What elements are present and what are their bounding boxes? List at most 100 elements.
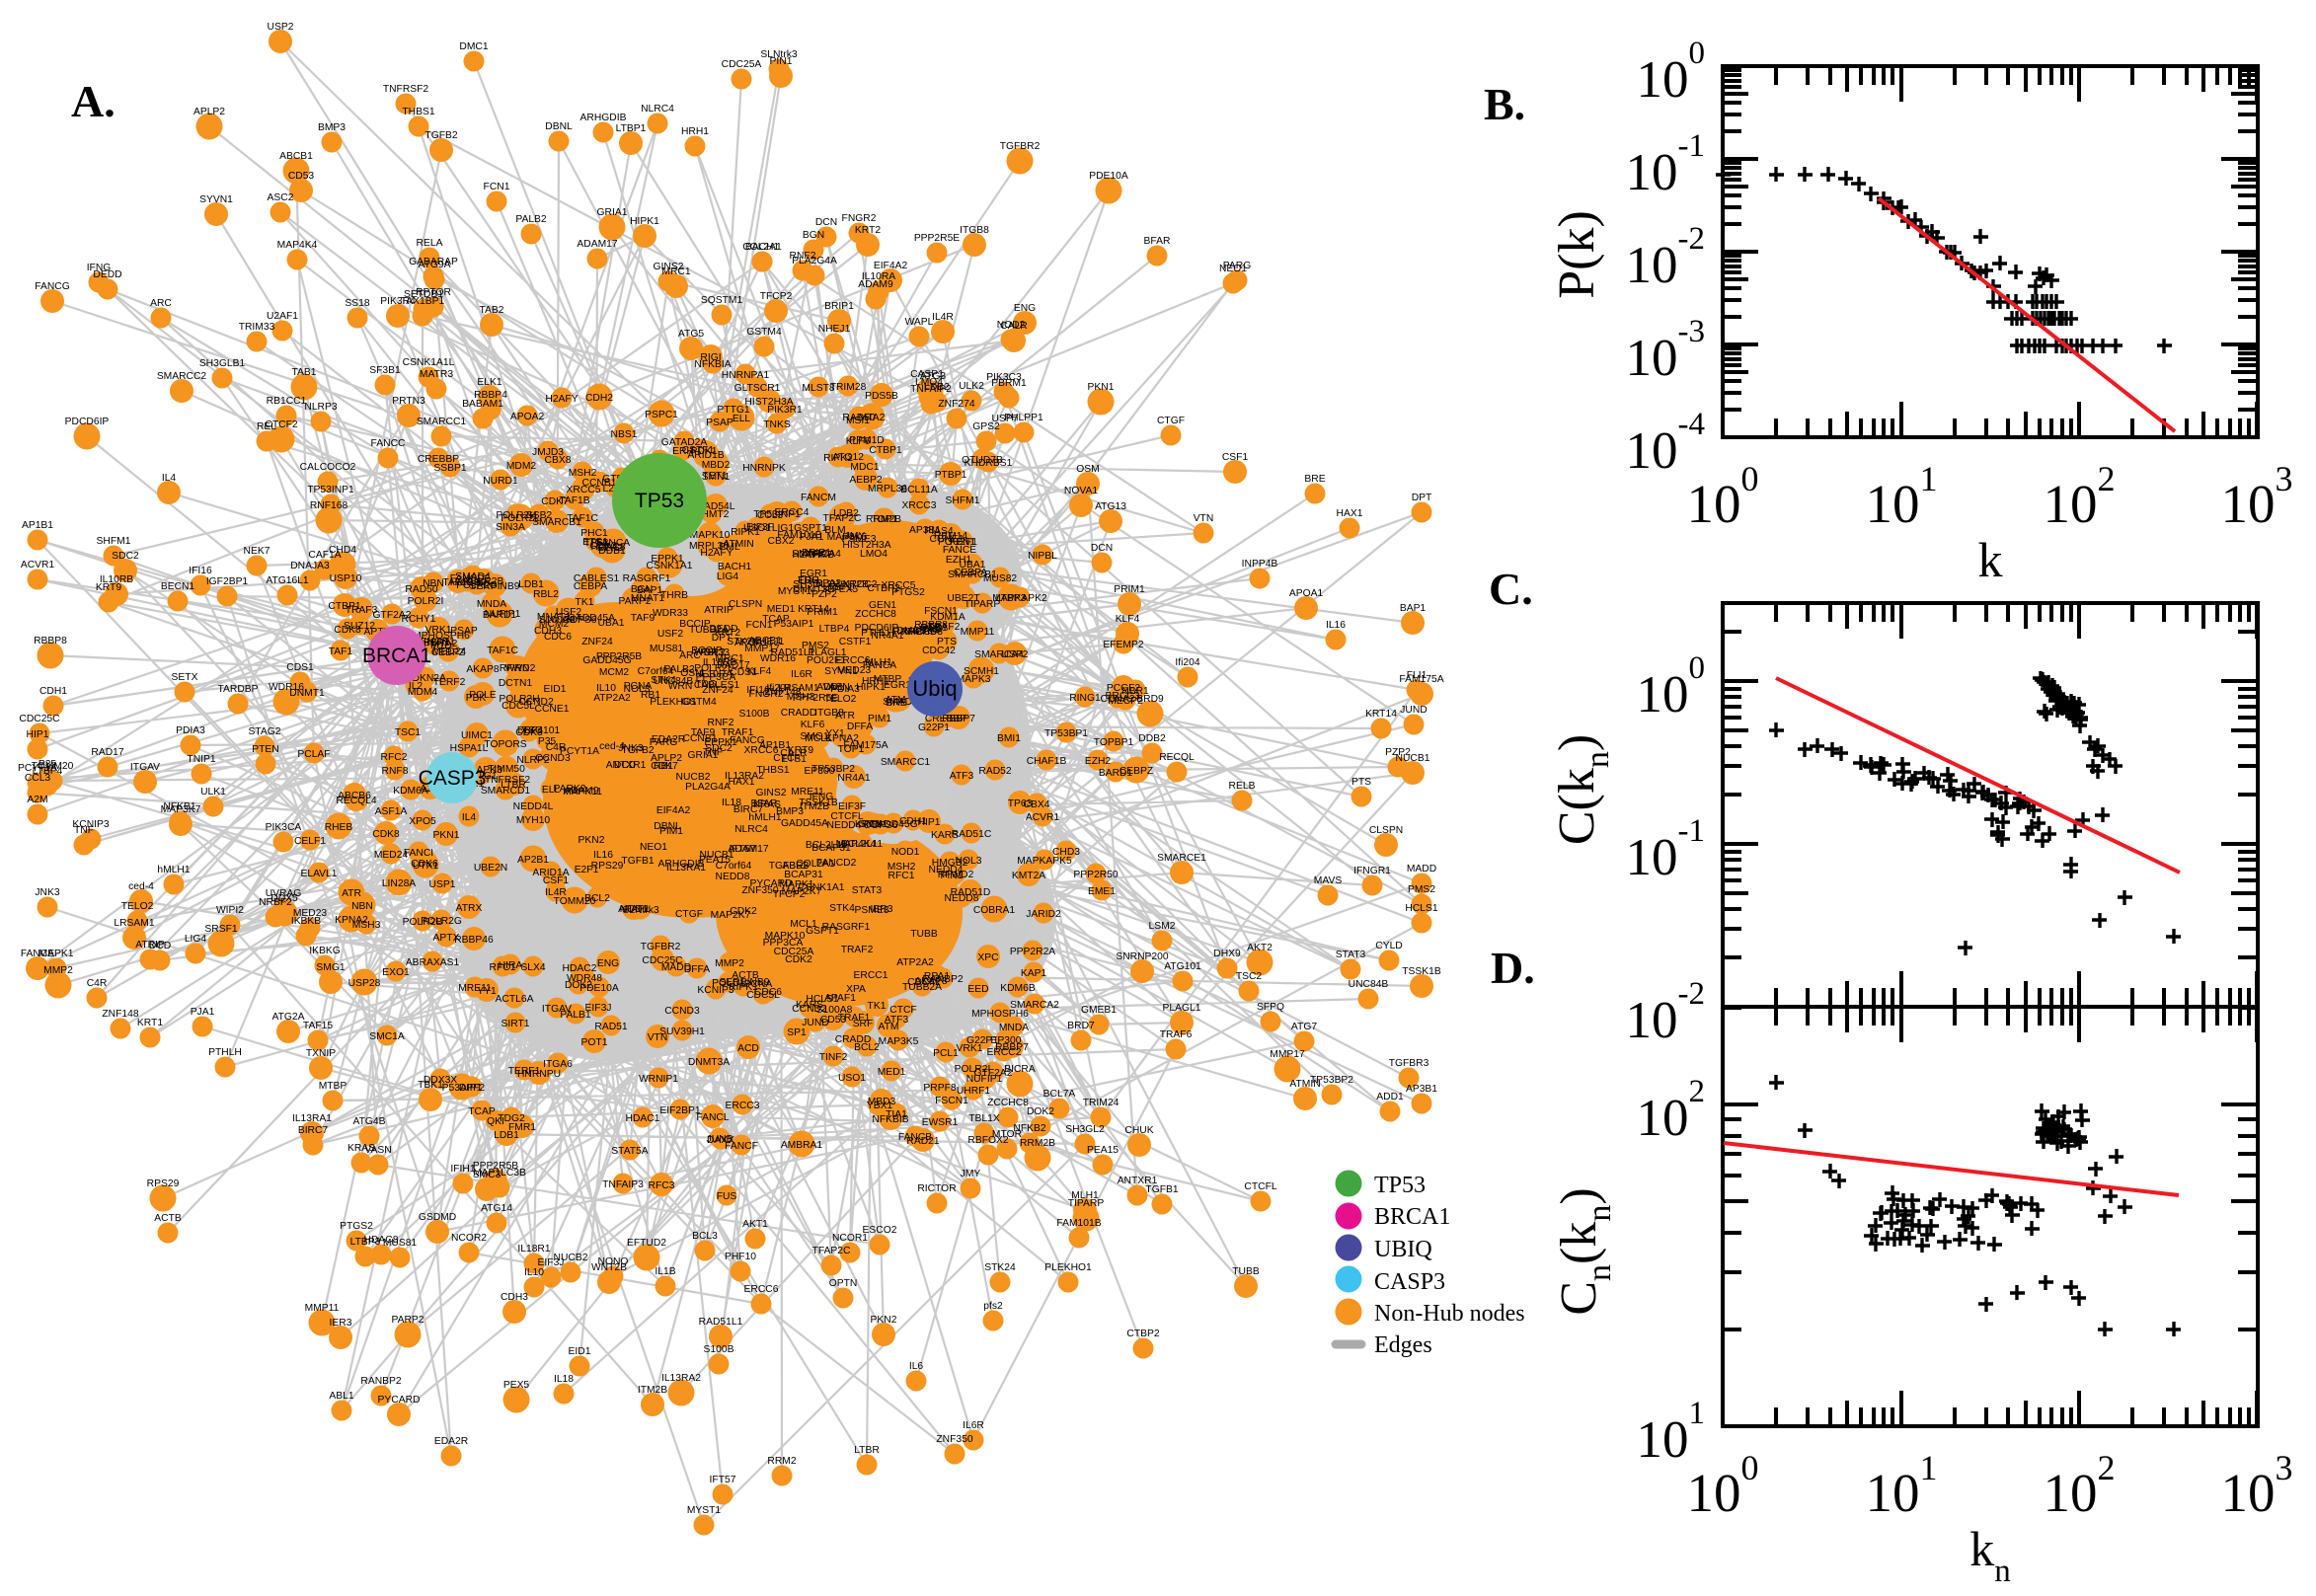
svg-text:ATM: ATM xyxy=(886,695,906,706)
svg-text:UBE2T: UBE2T xyxy=(947,593,980,604)
svg-text:FAM101B: FAM101B xyxy=(777,530,821,541)
svg-text:ERCC6: ERCC6 xyxy=(744,1284,779,1295)
svg-text:VASN: VASN xyxy=(822,682,849,693)
svg-text:PPP2R5E: PPP2R5E xyxy=(793,693,838,704)
svg-text:TINF2: TINF2 xyxy=(819,1052,848,1063)
svg-text:FAM175A: FAM175A xyxy=(1399,674,1443,685)
svg-text:NHEJ1: NHEJ1 xyxy=(752,637,785,647)
svg-text:TUBB2A: TUBB2A xyxy=(689,625,729,636)
svg-text:AEBP2: AEBP2 xyxy=(849,475,882,486)
svg-text:TRAF1: TRAF1 xyxy=(838,1013,871,1024)
svg-text:STAT5A: STAT5A xyxy=(611,1146,649,1157)
svg-text:POLR2H: POLR2H xyxy=(499,694,539,705)
svg-text:ETS1: ETS1 xyxy=(781,754,807,765)
svg-text:TOMM20: TOMM20 xyxy=(32,761,74,772)
svg-text:UHRF1: UHRF1 xyxy=(957,1086,991,1097)
svg-text:MAP3K5: MAP3K5 xyxy=(879,1036,919,1047)
svg-text:CTBP1: CTBP1 xyxy=(328,601,360,612)
svg-text:THRB: THRB xyxy=(807,550,834,561)
svg-text:EED: EED xyxy=(967,984,988,995)
svg-text:PEX5: PEX5 xyxy=(503,1380,530,1391)
svg-text:USP10: USP10 xyxy=(330,573,362,584)
svg-text:NR4A1: NR4A1 xyxy=(837,773,870,784)
svg-text:BACH1: BACH1 xyxy=(718,562,752,572)
svg-text:YY1: YY1 xyxy=(825,728,845,739)
svg-text:PTBP1: PTBP1 xyxy=(935,470,967,481)
svg-text:MED1: MED1 xyxy=(878,1067,906,1078)
svg-text:ATF3: ATF3 xyxy=(950,771,974,782)
svg-text:FCN1: FCN1 xyxy=(484,182,510,192)
svg-text:TGFBR2: TGFBR2 xyxy=(1000,141,1041,152)
svg-text:PIM1: PIM1 xyxy=(868,714,891,724)
svg-text:THBS1: THBS1 xyxy=(756,765,789,776)
svg-text:ERH: ERH xyxy=(798,575,819,586)
svg-text:MED24: MED24 xyxy=(374,850,409,861)
svg-text:MAPK1: MAPK1 xyxy=(39,949,74,959)
svg-text:EIF3F: EIF3F xyxy=(746,522,774,533)
svg-text:EHMT2: EHMT2 xyxy=(695,509,730,520)
svg-text:XPO5: XPO5 xyxy=(409,816,436,827)
svg-text:HAX1: HAX1 xyxy=(1337,508,1363,519)
svg-text:NFKB1: NFKB1 xyxy=(163,801,195,812)
svg-text:TNFRSF2: TNFRSF2 xyxy=(485,775,531,786)
svg-text:TGFB1: TGFB1 xyxy=(621,856,654,867)
svg-text:SERPINB9: SERPINB9 xyxy=(720,977,770,988)
svg-text:CCNE1: CCNE1 xyxy=(930,534,965,545)
svg-text:ASC2: ASC2 xyxy=(268,192,294,203)
svg-text:KDM6A: KDM6A xyxy=(393,786,428,797)
svg-text:PCYT1A: PCYT1A xyxy=(560,746,599,757)
svg-text:IER3: IER3 xyxy=(330,1318,352,1329)
svg-text:NBR1: NBR1 xyxy=(1121,686,1149,697)
svg-text:RBBP8: RBBP8 xyxy=(914,620,948,631)
svg-text:KDM6B: KDM6B xyxy=(1000,983,1036,994)
svg-text:RNF168: RNF168 xyxy=(310,500,348,511)
svg-text:TRIM33: TRIM33 xyxy=(239,322,275,333)
svg-text:RPA1: RPA1 xyxy=(924,971,950,982)
svg-text:A2M: A2M xyxy=(27,795,47,805)
svg-text:TERF2: TERF2 xyxy=(433,677,466,688)
svg-text:SMARCD1: SMARCD1 xyxy=(481,786,531,797)
svg-text:GEN1: GEN1 xyxy=(869,600,896,611)
svg-text:TDG: TDG xyxy=(695,679,717,690)
svg-text:MSH2: MSH2 xyxy=(569,468,597,479)
svg-text:EFTUD2: EFTUD2 xyxy=(627,1238,666,1249)
svg-text:BCL2: BCL2 xyxy=(584,893,610,904)
svg-text:PML: PML xyxy=(719,542,739,553)
svg-text:ADAM9: ADAM9 xyxy=(858,279,893,290)
svg-text:EIF4A2: EIF4A2 xyxy=(656,805,691,816)
svg-text:CHD4: CHD4 xyxy=(329,545,356,556)
svg-text:RIGI: RIGI xyxy=(700,352,721,363)
svg-text:SSB2: SSB2 xyxy=(526,510,553,521)
svg-text:TDG: TDG xyxy=(798,575,819,586)
svg-text:RAD51D: RAD51D xyxy=(951,887,991,898)
svg-text:PLEKHO1: PLEKHO1 xyxy=(1044,1262,1092,1273)
svg-text:PDIA3: PDIA3 xyxy=(176,725,205,736)
svg-text:GADD45G: GADD45G xyxy=(582,655,631,666)
svg-text:CHUK: CHUK xyxy=(1124,1125,1153,1136)
svg-text:CDS1: CDS1 xyxy=(286,662,314,673)
svg-text:FNGR2: FNGR2 xyxy=(749,689,784,700)
svg-text:BCL2L11: BCL2L11 xyxy=(806,840,847,851)
svg-text:KRAS: KRAS xyxy=(753,799,781,810)
svg-text:Non-Hub nodes: Non-Hub nodes xyxy=(1374,1301,1525,1327)
svg-text:ITGAV: ITGAV xyxy=(130,762,160,773)
svg-text:SMN1: SMN1 xyxy=(860,819,888,830)
svg-text:NBN: NBN xyxy=(351,901,373,912)
svg-text:CDC42: CDC42 xyxy=(922,646,956,656)
svg-text:C4R: C4R xyxy=(87,978,108,989)
svg-text:GTF2A2: GTF2A2 xyxy=(373,610,412,621)
svg-text:UBA1: UBA1 xyxy=(960,560,986,570)
svg-text:PTTG1: PTTG1 xyxy=(464,771,497,782)
svg-text:PLAGL1: PLAGL1 xyxy=(809,647,847,658)
svg-text:IL16: IL16 xyxy=(593,850,613,861)
svg-text:SYVN1: SYVN1 xyxy=(824,666,858,677)
svg-text:CDK6: CDK6 xyxy=(411,859,438,870)
svg-text:RIPK1: RIPK1 xyxy=(731,527,760,538)
svg-text:CEBPZ: CEBPZ xyxy=(431,647,465,658)
svg-text:NEK7: NEK7 xyxy=(244,546,270,557)
svg-text:CCND3: CCND3 xyxy=(535,753,571,764)
svg-text:CCNA2: CCNA2 xyxy=(1101,694,1135,705)
svg-text:YY1: YY1 xyxy=(477,986,497,997)
svg-text:CTGF: CTGF xyxy=(675,909,703,920)
svg-text:KRT14: KRT14 xyxy=(798,604,829,615)
